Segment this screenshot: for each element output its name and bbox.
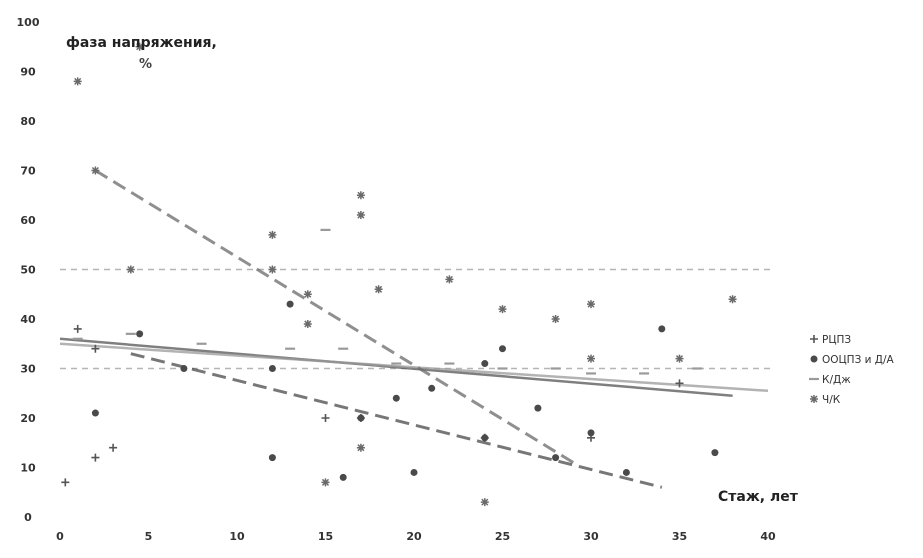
- data-point: [587, 300, 595, 309]
- data-point: [534, 404, 542, 412]
- data-point: [339, 473, 347, 481]
- data-point: [136, 330, 144, 338]
- data-point: [91, 453, 100, 462]
- x-tick-label: 25: [495, 530, 510, 543]
- x-axis-label: Стаж, лет: [718, 489, 799, 505]
- data-point: [61, 478, 70, 487]
- data-point: [286, 300, 294, 308]
- data-point: [499, 345, 506, 353]
- data-point: [728, 295, 737, 304]
- data-point: [356, 191, 365, 200]
- data-point: [180, 365, 188, 372]
- data-point: [480, 498, 489, 507]
- y-tick-label: 100: [17, 16, 40, 29]
- data-point: [268, 230, 277, 239]
- data-point: [321, 414, 330, 422]
- data-point: [374, 285, 383, 294]
- x-tick-label: 35: [672, 530, 687, 543]
- data-point: [135, 42, 144, 51]
- data-point: [622, 468, 630, 476]
- x-tick-label: 10: [229, 530, 245, 543]
- data-point: [711, 449, 719, 457]
- data-point: [73, 77, 82, 86]
- y-axis-unit: %: [139, 57, 152, 72]
- data-point: [91, 166, 100, 175]
- data-point: [587, 354, 595, 363]
- x-tick-label: 20: [406, 530, 422, 543]
- y-tick-label: 10: [20, 462, 36, 475]
- x-tick-label: 0: [56, 530, 64, 543]
- y-tick-label: 50: [20, 264, 36, 277]
- legend-marker: [810, 335, 818, 343]
- y-axis-label: фаза напряжения,: [66, 35, 217, 51]
- y-tick-label: 60: [20, 214, 36, 227]
- data-point: [126, 265, 135, 274]
- data-point: [428, 384, 436, 392]
- data-point: [551, 315, 560, 323]
- data-point: [658, 325, 666, 333]
- data-point: [356, 211, 365, 220]
- data-point: [481, 360, 489, 368]
- data-point: [268, 365, 276, 372]
- data-point: [303, 319, 312, 328]
- x-tick-label: 30: [583, 530, 599, 543]
- data-point: [498, 305, 507, 314]
- trend-line: [130, 352, 663, 489]
- trend-line: [94, 169, 575, 464]
- trend-line: [59, 342, 769, 393]
- data-point: [321, 478, 330, 487]
- y-tick-label: 90: [20, 66, 36, 79]
- data-point: [91, 409, 99, 417]
- y-tick-label: 80: [20, 115, 36, 128]
- data-point: [73, 324, 82, 333]
- data-point: [392, 394, 400, 402]
- data-point: [109, 443, 118, 452]
- data-point: [357, 414, 365, 422]
- y-tick-label: 0: [24, 511, 32, 524]
- legend-marker: [810, 395, 818, 403]
- y-tick-label: 70: [20, 165, 36, 178]
- x-tick-label: 5: [145, 530, 153, 543]
- y-tick-label: 30: [20, 363, 36, 376]
- data-point: [268, 265, 277, 274]
- y-tick-label: 20: [20, 412, 36, 425]
- legend-marker: [810, 355, 818, 363]
- x-tick-label: 40: [760, 530, 776, 543]
- legend-label: РЦПЗ: [822, 334, 851, 346]
- data-point: [356, 443, 365, 452]
- legend-label: ООЦПЗ и Д/А: [822, 354, 895, 366]
- data-point: [675, 379, 684, 388]
- x-tick-label: 15: [318, 530, 333, 543]
- legend-label: Ч/К: [822, 394, 841, 406]
- y-tick-label: 40: [20, 313, 36, 326]
- data-point: [587, 429, 595, 437]
- data-point: [91, 344, 100, 353]
- data-point: [410, 468, 418, 476]
- data-point: [445, 275, 454, 284]
- data-point: [303, 290, 312, 299]
- legend-label: К/Дж: [822, 374, 851, 386]
- data-point: [552, 454, 560, 462]
- data-point: [268, 454, 276, 462]
- data-point: [481, 434, 489, 442]
- data-point: [675, 354, 684, 363]
